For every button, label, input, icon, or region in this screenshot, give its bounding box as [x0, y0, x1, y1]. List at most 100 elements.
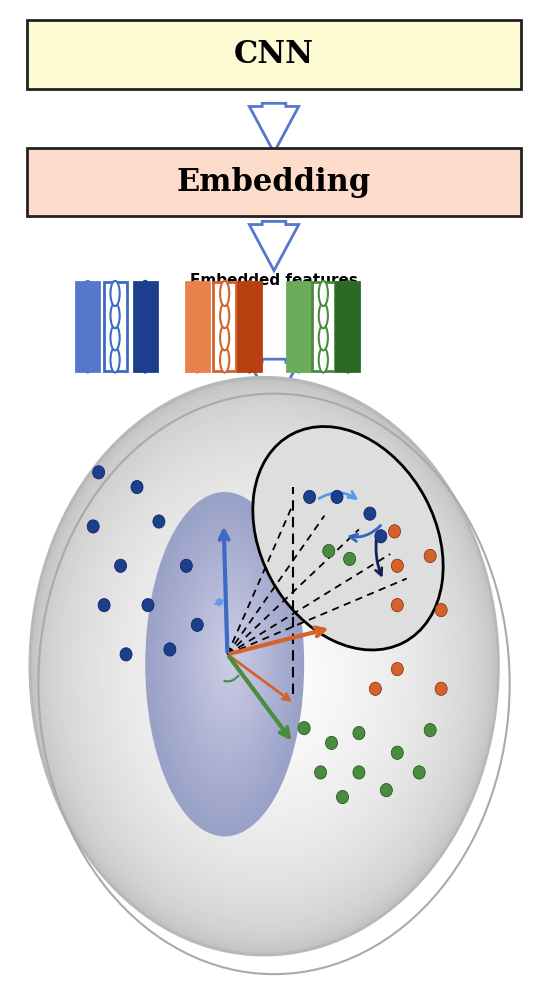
Ellipse shape — [117, 487, 418, 858]
Ellipse shape — [185, 573, 356, 782]
Ellipse shape — [32, 380, 497, 953]
Ellipse shape — [218, 630, 243, 685]
Ellipse shape — [247, 649, 299, 714]
FancyArrowPatch shape — [350, 525, 381, 541]
Ellipse shape — [191, 580, 350, 775]
Ellipse shape — [222, 618, 322, 742]
Ellipse shape — [145, 523, 392, 827]
Text: CNN: CNN — [234, 38, 314, 70]
Ellipse shape — [424, 549, 436, 563]
Ellipse shape — [265, 672, 282, 694]
Ellipse shape — [62, 418, 469, 919]
Ellipse shape — [83, 303, 92, 329]
Ellipse shape — [180, 558, 275, 765]
Ellipse shape — [115, 484, 421, 861]
Ellipse shape — [131, 480, 143, 494]
Ellipse shape — [47, 399, 483, 936]
Ellipse shape — [35, 384, 494, 950]
Ellipse shape — [294, 280, 303, 306]
Ellipse shape — [294, 347, 303, 373]
Ellipse shape — [240, 642, 305, 721]
Ellipse shape — [262, 668, 286, 698]
Ellipse shape — [369, 682, 381, 696]
Ellipse shape — [115, 559, 127, 573]
Ellipse shape — [166, 531, 287, 793]
Ellipse shape — [193, 303, 202, 329]
Ellipse shape — [68, 426, 463, 912]
Ellipse shape — [161, 522, 291, 804]
Ellipse shape — [157, 515, 294, 811]
Ellipse shape — [186, 571, 269, 750]
Polygon shape — [249, 103, 299, 153]
Ellipse shape — [193, 347, 202, 373]
Ellipse shape — [259, 664, 288, 701]
Ellipse shape — [87, 449, 446, 892]
Ellipse shape — [142, 598, 154, 612]
FancyBboxPatch shape — [312, 282, 335, 371]
Ellipse shape — [226, 646, 236, 667]
Ellipse shape — [344, 325, 352, 350]
Ellipse shape — [99, 464, 435, 878]
Ellipse shape — [194, 584, 347, 772]
Ellipse shape — [207, 599, 336, 759]
Ellipse shape — [220, 280, 229, 306]
Ellipse shape — [167, 549, 373, 803]
Ellipse shape — [65, 422, 466, 915]
Ellipse shape — [198, 594, 259, 725]
FancyArrowPatch shape — [375, 536, 382, 576]
Ellipse shape — [323, 544, 335, 558]
Ellipse shape — [219, 615, 325, 745]
Ellipse shape — [319, 303, 328, 329]
Ellipse shape — [344, 303, 352, 329]
Ellipse shape — [179, 565, 362, 789]
Ellipse shape — [304, 490, 316, 504]
Ellipse shape — [364, 507, 376, 521]
Ellipse shape — [375, 529, 387, 543]
Ellipse shape — [169, 538, 284, 786]
Ellipse shape — [209, 614, 250, 704]
Ellipse shape — [171, 541, 282, 782]
Ellipse shape — [193, 280, 202, 306]
Ellipse shape — [164, 528, 288, 797]
Text: Embedding: Embedding — [177, 166, 371, 198]
Ellipse shape — [315, 766, 327, 779]
FancyBboxPatch shape — [186, 282, 209, 371]
Ellipse shape — [231, 630, 313, 731]
Ellipse shape — [173, 544, 281, 778]
Ellipse shape — [245, 303, 254, 329]
Ellipse shape — [120, 647, 132, 661]
Ellipse shape — [219, 634, 242, 682]
Ellipse shape — [93, 465, 105, 479]
FancyBboxPatch shape — [238, 282, 261, 371]
Ellipse shape — [228, 626, 316, 735]
Ellipse shape — [152, 505, 298, 822]
Ellipse shape — [220, 325, 229, 350]
Ellipse shape — [111, 480, 424, 865]
Ellipse shape — [200, 597, 258, 721]
Ellipse shape — [163, 545, 375, 807]
Ellipse shape — [203, 595, 339, 763]
Polygon shape — [249, 359, 299, 408]
Ellipse shape — [331, 490, 343, 504]
FancyBboxPatch shape — [104, 282, 127, 371]
Ellipse shape — [243, 646, 302, 718]
Ellipse shape — [180, 559, 192, 573]
Ellipse shape — [336, 790, 349, 804]
Ellipse shape — [111, 347, 119, 373]
Ellipse shape — [271, 680, 277, 687]
Ellipse shape — [391, 598, 403, 612]
Ellipse shape — [149, 499, 301, 830]
Ellipse shape — [201, 591, 342, 766]
Ellipse shape — [111, 325, 119, 350]
Ellipse shape — [234, 634, 311, 728]
Ellipse shape — [121, 491, 415, 854]
Ellipse shape — [435, 603, 447, 617]
Ellipse shape — [136, 511, 401, 837]
Ellipse shape — [83, 280, 92, 306]
Ellipse shape — [87, 520, 99, 533]
Ellipse shape — [153, 515, 165, 528]
Ellipse shape — [391, 662, 403, 676]
FancyArrowPatch shape — [319, 491, 356, 499]
FancyBboxPatch shape — [27, 148, 521, 216]
Ellipse shape — [216, 611, 328, 749]
